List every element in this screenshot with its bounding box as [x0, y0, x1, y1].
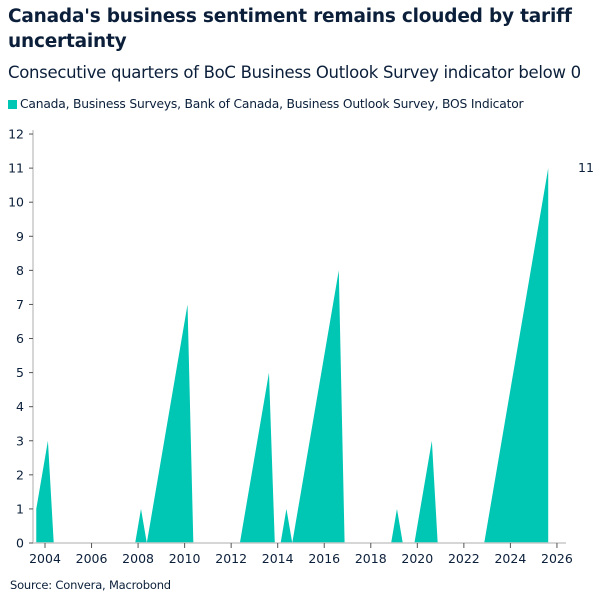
y-tick-label: 12 — [8, 127, 24, 142]
y-tick-label: 4 — [16, 399, 24, 414]
y-tick-label: 2 — [16, 467, 24, 482]
x-tick-label: 2004 — [29, 551, 61, 566]
y-tick-label: 3 — [16, 433, 24, 448]
x-tick-label: 2010 — [169, 551, 201, 566]
y-tick-label: 11 — [8, 161, 24, 176]
x-tick-label: 2008 — [122, 551, 154, 566]
x-tick-label: 2006 — [76, 551, 108, 566]
chart-title: Canada's business sentiment remains clou… — [8, 6, 572, 52]
y-tick-label: 9 — [16, 229, 24, 244]
x-tick-label: 2026 — [541, 551, 573, 566]
y-tick-label: 5 — [16, 365, 24, 380]
chart-subtitle: Consecutive quarters of BoC Business Out… — [8, 63, 581, 82]
y-tick-label: 0 — [16, 536, 24, 551]
legend-swatch — [8, 99, 17, 109]
source-note: Source: Convera, Macrobond — [10, 578, 171, 592]
x-tick-label: 2014 — [262, 551, 294, 566]
x-tick-label: 2022 — [448, 551, 480, 566]
x-tick-label: 2016 — [308, 551, 340, 566]
y-tick-label: 1 — [16, 501, 24, 516]
x-tick-label: 2024 — [494, 551, 526, 566]
y-tick-label: 8 — [16, 263, 24, 278]
legend-label: Canada, Business Surveys, Bank of Canada… — [20, 97, 524, 111]
last-value-label: 11 — [578, 160, 594, 175]
x-tick-label: 2012 — [215, 551, 247, 566]
series-area — [36, 168, 549, 543]
y-tick-label: 7 — [16, 297, 24, 312]
y-tick-label: 10 — [8, 195, 24, 210]
legend: Canada, Business Surveys, Bank of Canada… — [8, 97, 524, 111]
x-tick-label: 2018 — [355, 551, 387, 566]
x-tick-label: 2020 — [401, 551, 433, 566]
y-tick-label: 6 — [16, 331, 24, 346]
